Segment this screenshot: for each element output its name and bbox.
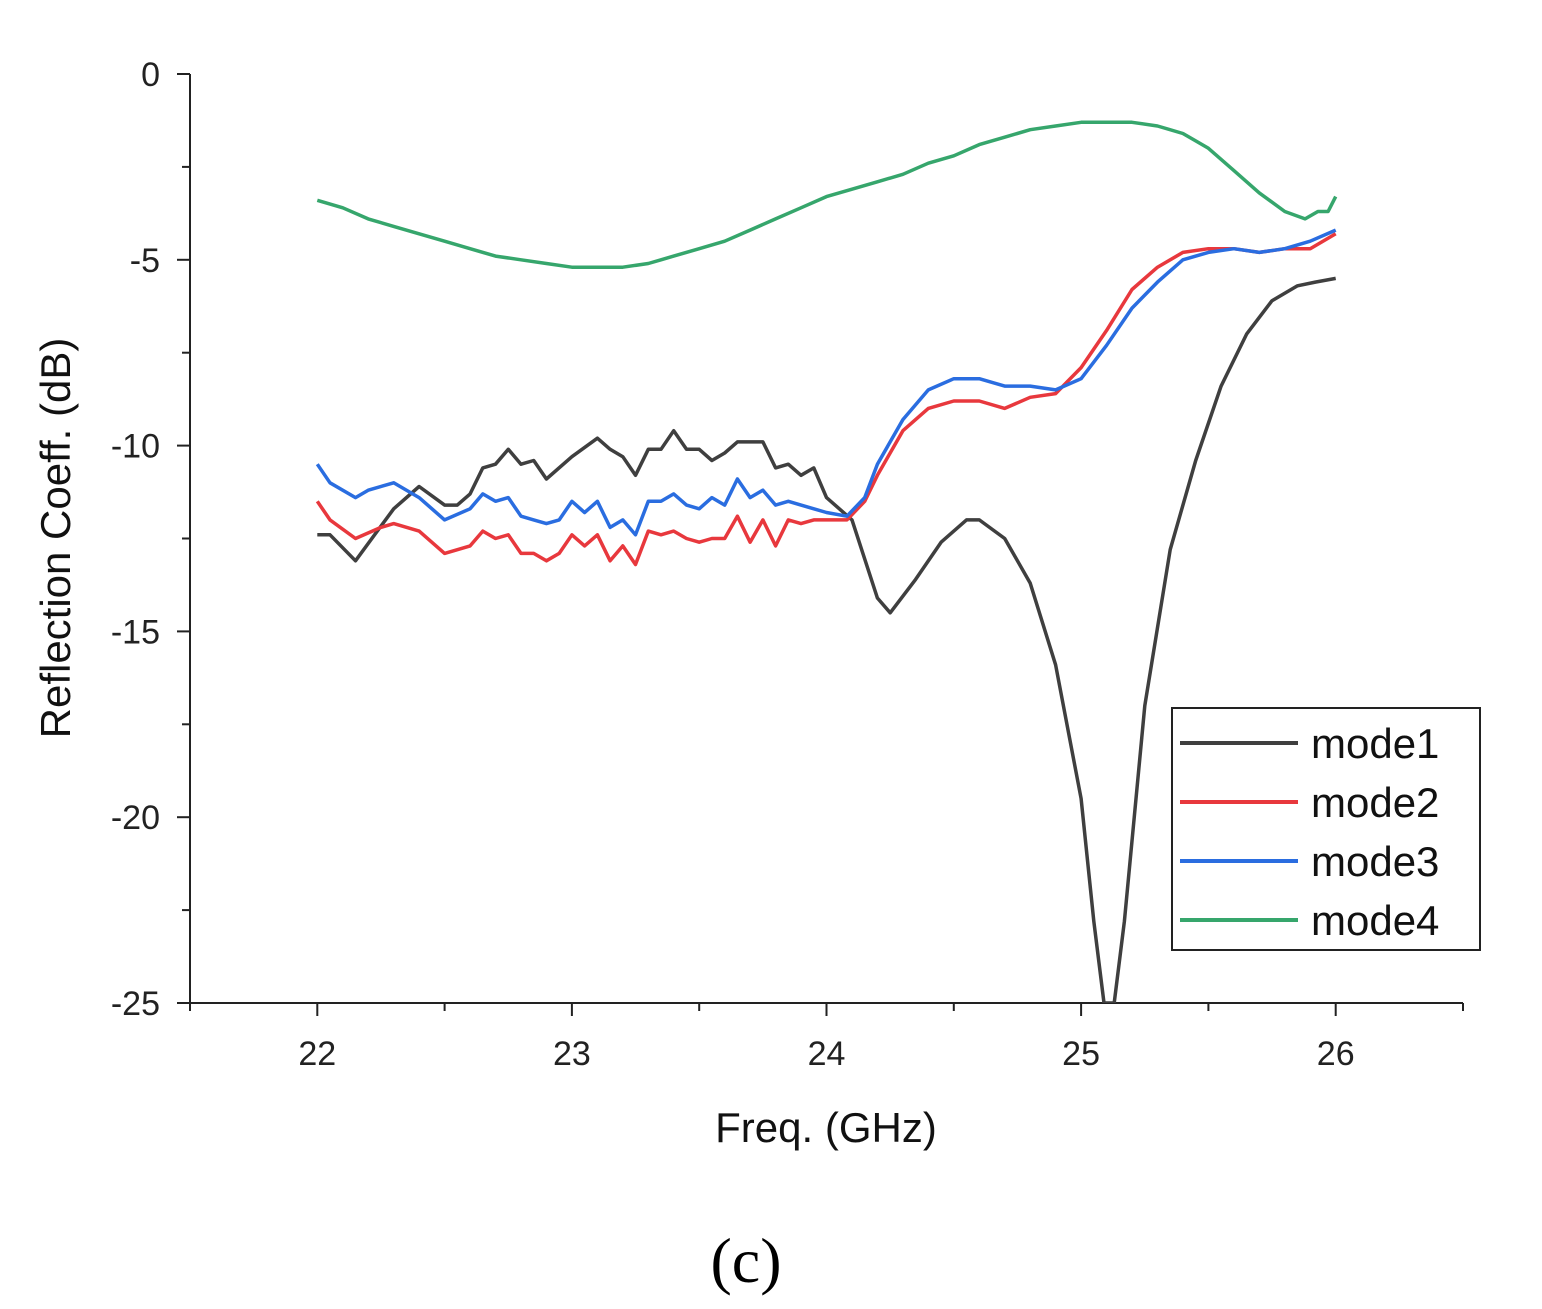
series-layer bbox=[315, 120, 1338, 1003]
y-tick-label: -20 bbox=[111, 799, 160, 837]
legend-box bbox=[1171, 707, 1481, 951]
series-line-mode1 bbox=[317, 276, 1337, 1003]
y-tick-label: 0 bbox=[141, 56, 160, 94]
legend-label-mode1: mode1 bbox=[1311, 720, 1439, 767]
series-line-mode4 bbox=[316, 120, 1338, 269]
y-axis-title: Reflection Coeff. (dB) bbox=[32, 338, 79, 739]
series-line-mode3 bbox=[315, 228, 1337, 537]
x-axis-title: Freq. (GHz) bbox=[715, 1104, 937, 1151]
x-tick-label: 23 bbox=[553, 1035, 591, 1073]
x-tick-label: 22 bbox=[298, 1035, 336, 1073]
x-tick-label: 26 bbox=[1317, 1035, 1355, 1073]
y-tick-label: -25 bbox=[111, 985, 160, 1023]
legend: mode1 mode2 mode3 mode4 bbox=[1171, 707, 1481, 951]
ticks-layer: 22 23 24 25 26 0 -5 -10 -15 -20 -25 bbox=[111, 56, 1464, 1073]
y-tick-label: -15 bbox=[111, 613, 160, 651]
x-tick-label: 24 bbox=[808, 1035, 846, 1073]
x-tick-label: 25 bbox=[1062, 1035, 1100, 1073]
y-tick-label: -10 bbox=[111, 428, 160, 466]
legend-label-mode3: mode3 bbox=[1311, 838, 1439, 885]
legend-label-mode4: mode4 bbox=[1311, 897, 1439, 944]
legend-label-mode2: mode2 bbox=[1311, 779, 1439, 826]
panel-label: (c) bbox=[710, 1225, 781, 1296]
y-tick-label: -5 bbox=[130, 242, 160, 280]
series-line-mode2 bbox=[315, 232, 1337, 567]
